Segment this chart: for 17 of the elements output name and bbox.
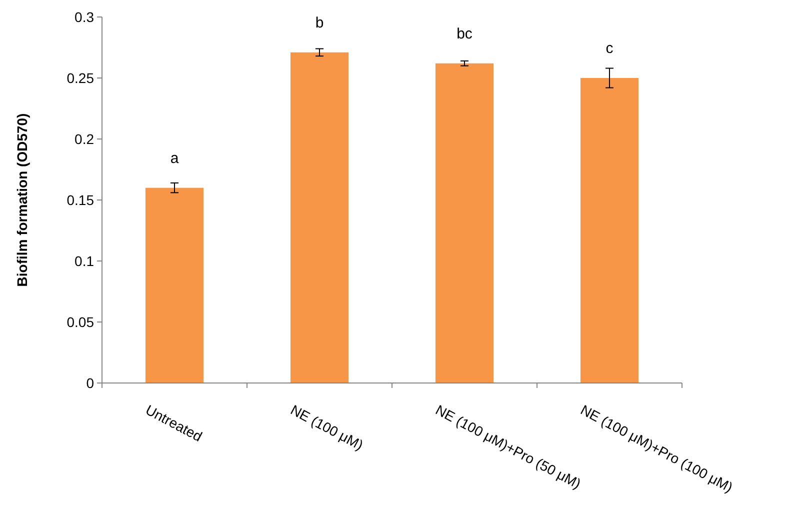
bar [580, 78, 638, 383]
annotation: c [606, 40, 614, 57]
bar [146, 188, 204, 383]
y-tick-label: 0.3 [74, 8, 94, 25]
y-tick-label: 0.2 [74, 130, 94, 147]
x-tick-label: NE (100 μM) [288, 402, 366, 454]
annotation: bc [456, 25, 473, 42]
y-tick-label: 0.05 [66, 314, 94, 330]
y-tick-label: 0.25 [66, 70, 94, 86]
y-tick-label: 0 [86, 374, 94, 391]
annotation: a [170, 150, 180, 167]
bar [436, 63, 494, 383]
bar [290, 52, 348, 383]
y-tick-label: 0.15 [66, 192, 94, 208]
y-tick-label: 0.1 [74, 252, 94, 269]
annotation: b [315, 14, 324, 32]
y-axis-title: Biofilm formation (OD570) [14, 113, 30, 287]
